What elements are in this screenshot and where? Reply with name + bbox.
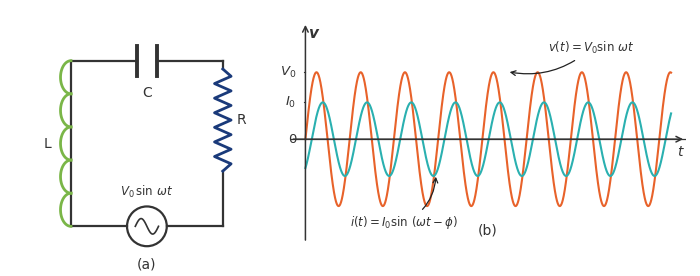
Text: $V_0\,\sin\,\omega t$: $V_0\,\sin\,\omega t$ [120, 184, 174, 200]
Text: C: C [142, 86, 152, 100]
Text: R: R [237, 113, 246, 127]
Text: (a): (a) [137, 258, 157, 272]
Text: 0: 0 [288, 133, 296, 146]
Text: $I_0$: $I_0$ [285, 95, 296, 110]
Text: (b): (b) [478, 224, 498, 238]
Text: $v(t) = V_0 \sin\,\omega t$: $v(t) = V_0 \sin\,\omega t$ [511, 40, 634, 75]
Text: $i(t) = I_0 \sin\,(\omega t - \phi)$: $i(t) = I_0 \sin\,(\omega t - \phi)$ [350, 178, 458, 231]
Text: L: L [43, 137, 51, 150]
Text: v: v [309, 26, 318, 41]
Text: $V_0$: $V_0$ [280, 65, 296, 80]
Text: t: t [677, 145, 682, 158]
